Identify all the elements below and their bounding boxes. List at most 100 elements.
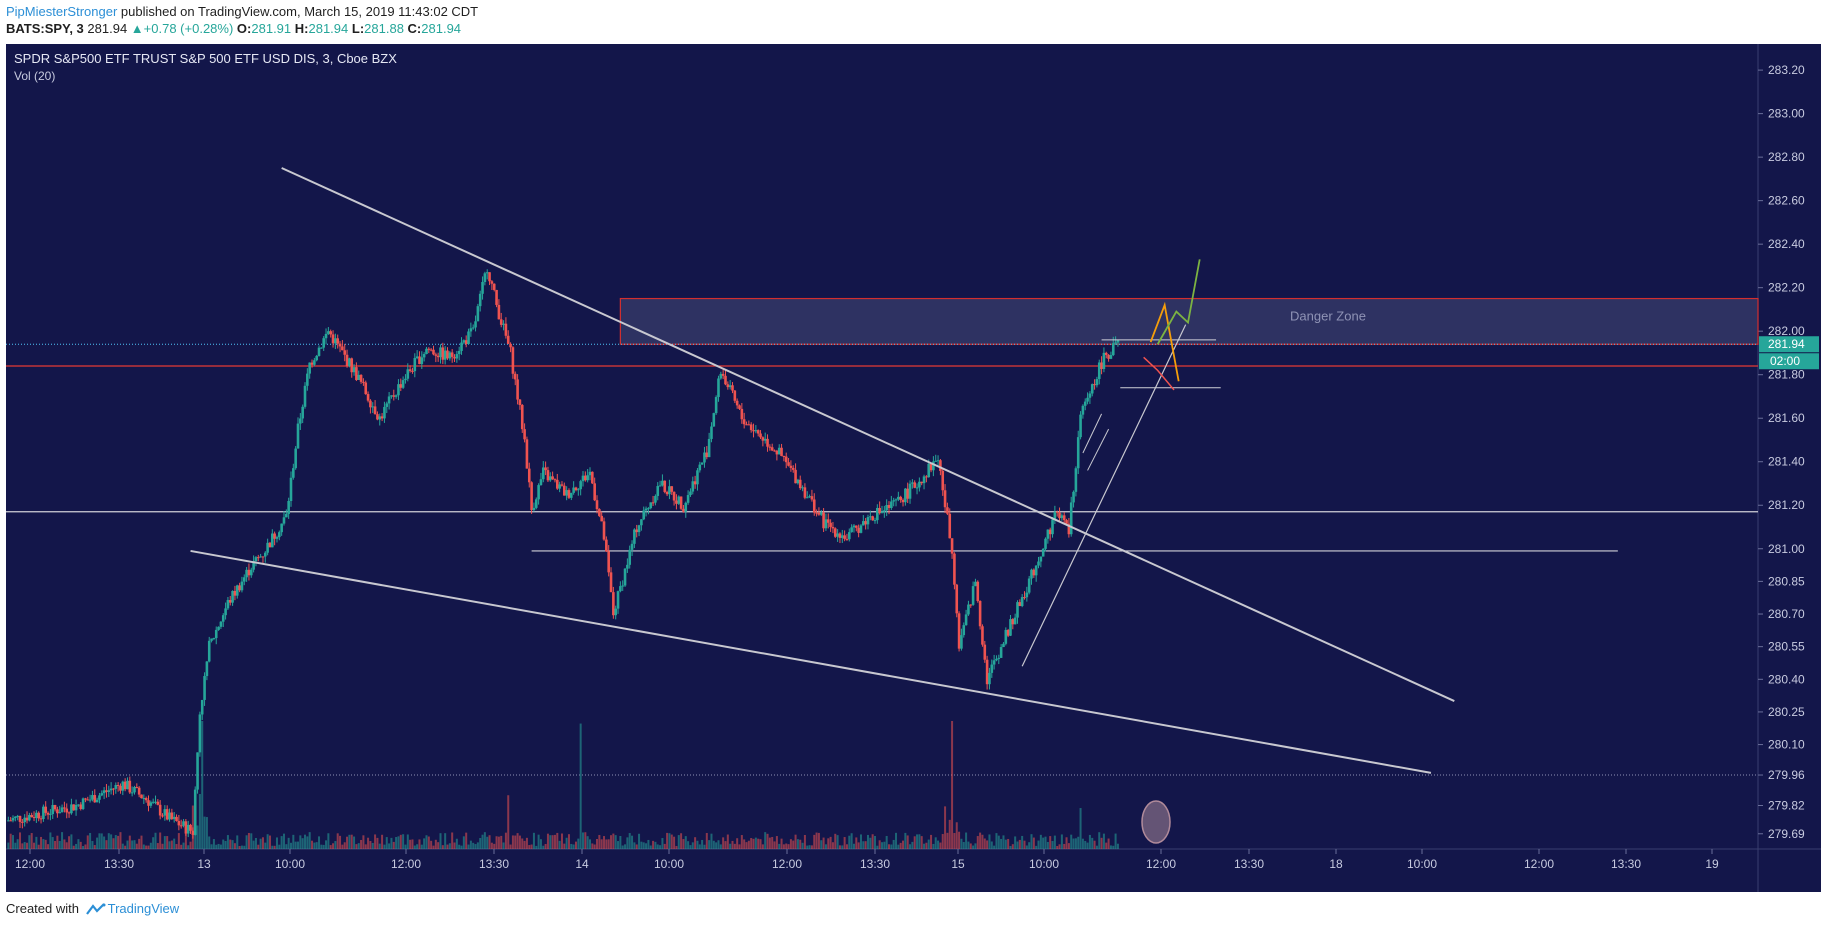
candle-body (495, 289, 498, 305)
volume-bar (752, 838, 755, 849)
candle-body (91, 795, 94, 800)
candle-body (235, 585, 239, 596)
candle-body (808, 496, 811, 498)
candle-body (352, 367, 356, 373)
volume-bar (96, 837, 99, 849)
volume-bar (166, 836, 169, 849)
close-label: C: (407, 21, 422, 36)
volume-bar (628, 833, 631, 849)
volume-bar (509, 844, 512, 849)
candle-body (670, 486, 674, 492)
volume-bar (906, 835, 909, 849)
volume-bar (869, 837, 872, 849)
candle-body (1006, 629, 1010, 636)
candle-body (735, 400, 739, 406)
candle-body (600, 515, 603, 522)
candle-body (476, 306, 480, 322)
candle-body (1083, 401, 1087, 406)
volume-bar (535, 845, 538, 849)
candle-body (864, 521, 867, 525)
candle-body (539, 479, 543, 486)
candle-body (915, 487, 919, 489)
lower-trendline (190, 549, 1432, 774)
volume-bar (355, 844, 358, 849)
volume-bar (677, 835, 680, 849)
volume-bar (754, 837, 757, 849)
candle-body (401, 380, 405, 388)
volume-bar (182, 842, 185, 849)
rising-trendline (1021, 324, 1187, 667)
volume-bar (743, 839, 746, 849)
volume-bar (584, 832, 587, 849)
chart-panel[interactable]: SPDR S&P500 ETF TRUST S&P 500 ETF USD DI… (6, 44, 1821, 892)
volume-bar (385, 837, 388, 849)
candle-body (324, 333, 328, 339)
volume-bar (444, 833, 447, 849)
x-tick-label: 13:30 (1234, 857, 1264, 871)
volume-bar (729, 843, 732, 849)
chart-title: SPDR S&P500 ETF TRUST S&P 500 ETF USD DI… (14, 51, 397, 66)
candle-body (273, 533, 276, 539)
projection-orange (1149, 301, 1180, 382)
volume-bar (383, 844, 386, 849)
candle-body (997, 657, 1001, 659)
candle-body (649, 502, 653, 509)
volume-bar (1058, 844, 1061, 849)
x-tick-label: 12:00 (391, 857, 421, 871)
volume-bar (159, 832, 162, 849)
y-tick-label: 283.20 (1768, 63, 1805, 77)
volume-bar (888, 844, 891, 849)
volume-bar (1095, 845, 1098, 849)
projection-green (1156, 259, 1201, 345)
volume-bar (848, 835, 851, 849)
candle-body (457, 350, 461, 355)
volume-bar (194, 809, 197, 849)
volume-bar (603, 836, 606, 849)
candle-body (1072, 491, 1075, 503)
candle-body (668, 486, 671, 495)
volume-bar (913, 836, 916, 849)
volume-bar (500, 835, 503, 849)
volume-bar (170, 840, 173, 849)
volume-bar (904, 832, 907, 849)
candle-body (1041, 548, 1045, 557)
x-tick-label: 13:30 (104, 857, 134, 871)
candle-body (177, 821, 181, 826)
volume-bar (327, 833, 330, 849)
candle-body (787, 462, 790, 466)
volume-bar (638, 833, 641, 849)
candle-body (890, 501, 893, 508)
volume-bar (259, 838, 262, 849)
tradingview-brand[interactable]: TradingView (107, 901, 180, 916)
candle-body (712, 413, 716, 427)
volume-bar (430, 840, 433, 849)
candle-body (1079, 414, 1082, 438)
volume-bar (796, 839, 799, 849)
danger-zone-box (619, 297, 1759, 345)
up-arrow-icon: ▲ (130, 21, 144, 36)
volume-bar (663, 843, 666, 849)
candle-body (567, 490, 571, 498)
author-link[interactable]: PipMiesterStronger (6, 4, 118, 19)
candle-body (946, 507, 949, 514)
volume-bar (593, 844, 596, 849)
price-chart[interactable]: SPDR S&P500 ETF TRUST S&P 500 ETF USD DI… (6, 44, 1821, 892)
candle-body (530, 482, 533, 511)
candle-body (497, 304, 501, 320)
volume-bar (79, 841, 82, 849)
candle-body (763, 438, 767, 441)
candle-body (1107, 354, 1110, 359)
candle-body (640, 519, 643, 526)
volume-bar (404, 844, 407, 849)
volume-bar (511, 835, 514, 849)
candle-body (775, 450, 779, 455)
candle-body (918, 481, 921, 488)
volume-bar (453, 842, 456, 849)
candle-body (114, 785, 118, 789)
volume-bar (703, 844, 706, 849)
candle-body (72, 804, 76, 811)
candle-body (1065, 520, 1068, 524)
candle-body (313, 360, 316, 365)
volume-bar (493, 843, 496, 849)
candle-body (429, 349, 433, 351)
